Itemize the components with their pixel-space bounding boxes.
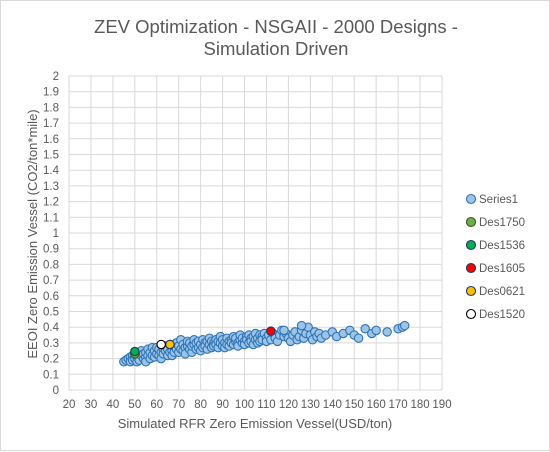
x-axis-ticks: 20 30 40 50 60 70 80 90 100 110 120 130 140 150 160 170…	[63, 399, 452, 411]
x-tick-label: 190	[432, 399, 451, 411]
series-series1	[119, 320, 410, 367]
legend-item-des1605: Des1605	[465, 262, 525, 275]
series-des1536	[130, 346, 140, 357]
x-tick-label: 80	[194, 399, 207, 411]
x-tick-label: 150	[345, 399, 364, 411]
x-tick-label: 90	[216, 399, 229, 411]
y-tick-label: 1.3	[43, 181, 59, 193]
legend-marker	[465, 308, 477, 320]
legend-label: Des1536	[479, 240, 525, 252]
x-tick-label: 100	[235, 399, 254, 411]
legend-item-des1536: Des1536	[465, 239, 525, 252]
legend-marker	[465, 285, 477, 297]
y-axis-title: EEOI Zero Emission Vessel (CO2/ton*mile)	[25, 109, 40, 358]
data-point	[360, 324, 370, 334]
y-tick-label: 1.5	[43, 150, 59, 162]
x-tick-label: 140	[323, 399, 342, 411]
x-tick-label: 50	[128, 399, 141, 411]
x-tick-label: 70	[172, 399, 185, 411]
y-tick-label: 2	[53, 71, 59, 83]
data-point	[279, 325, 289, 336]
data-point	[165, 339, 175, 350]
legend-item-des1520: Des1520	[465, 308, 525, 321]
y-tick-label: 0	[53, 385, 59, 397]
y-tick-label: 0.9	[43, 244, 59, 256]
x-axis-title: Simulated RFR Zero Emission Vessel(USD/t…	[118, 416, 393, 431]
legend-item-des1750: Des1750	[465, 216, 525, 229]
y-tick-label: 1.4	[43, 165, 60, 177]
y-tick-label: 0.4	[43, 322, 60, 334]
data-point	[296, 320, 307, 331]
data-point	[382, 327, 392, 337]
chart-title-line-1: ZEV Optimization - NSGAII - 2000 Designs…	[94, 16, 458, 37]
x-tick-label: 60	[150, 399, 163, 411]
series-des1520	[156, 339, 166, 350]
data-point	[371, 325, 381, 336]
data-point	[156, 339, 166, 350]
series-des0621	[165, 339, 175, 350]
x-tick-label: 40	[106, 399, 119, 411]
y-tick-label: 0.5	[43, 307, 59, 319]
data-point	[266, 326, 276, 336]
legend-label: Des1605	[479, 263, 525, 275]
y-tick-label: 1.7	[43, 118, 59, 130]
y-tick-label: 1.1	[43, 212, 59, 224]
legend-item-series1: Series1	[465, 193, 518, 206]
y-tick-label: 0.1	[43, 369, 59, 381]
legend: Series1 Des1750 Des1536 Des1605 Des0621 Des15…	[465, 193, 525, 321]
y-tick-label: 1.2	[43, 197, 59, 209]
data-point	[399, 320, 410, 331]
y-tick-label: 0.3	[43, 338, 59, 350]
legend-marker	[465, 262, 477, 274]
legend-label: Series1	[479, 194, 518, 206]
x-tick-label: 170	[389, 399, 408, 411]
y-tick-label: 0.6	[43, 291, 59, 303]
data-point	[353, 333, 364, 343]
x-tick-label: 160	[367, 399, 386, 411]
y-axis-ticks: 0 0.1 0.2 0.3 0.4 0.5 0.6 0.7 0.8 0.9 1 1.1 1.2 1.3 1.…	[43, 71, 60, 397]
legend-label: Des1750	[479, 217, 525, 229]
y-tick-label: 1.8	[43, 102, 59, 114]
series-des1605	[266, 326, 276, 336]
y-tick-label: 1.9	[43, 87, 59, 99]
legend-label: Des1520	[479, 309, 525, 321]
legend-item-des0621: Des0621	[465, 285, 525, 298]
legend-label: Des0621	[479, 286, 525, 298]
x-tick-label: 110	[257, 399, 275, 411]
x-tick-label: 130	[301, 399, 320, 411]
legend-marker	[465, 239, 477, 251]
x-tick-label: 180	[410, 399, 429, 411]
y-tick-label: 1.6	[43, 134, 59, 146]
legend-marker	[465, 193, 477, 205]
y-tick-label: 1	[53, 228, 59, 240]
data-points	[119, 320, 410, 367]
x-tick-label: 30	[85, 399, 98, 411]
chart-title-line-2: Simulation Driven	[204, 38, 349, 59]
x-tick-label: 120	[279, 399, 298, 411]
data-point	[130, 346, 140, 357]
y-tick-label: 0.8	[43, 259, 59, 271]
x-tick-label: 20	[63, 399, 76, 411]
y-tick-label: 0.7	[43, 275, 59, 287]
legend-marker	[465, 216, 477, 228]
y-tick-label: 0.2	[43, 354, 59, 366]
